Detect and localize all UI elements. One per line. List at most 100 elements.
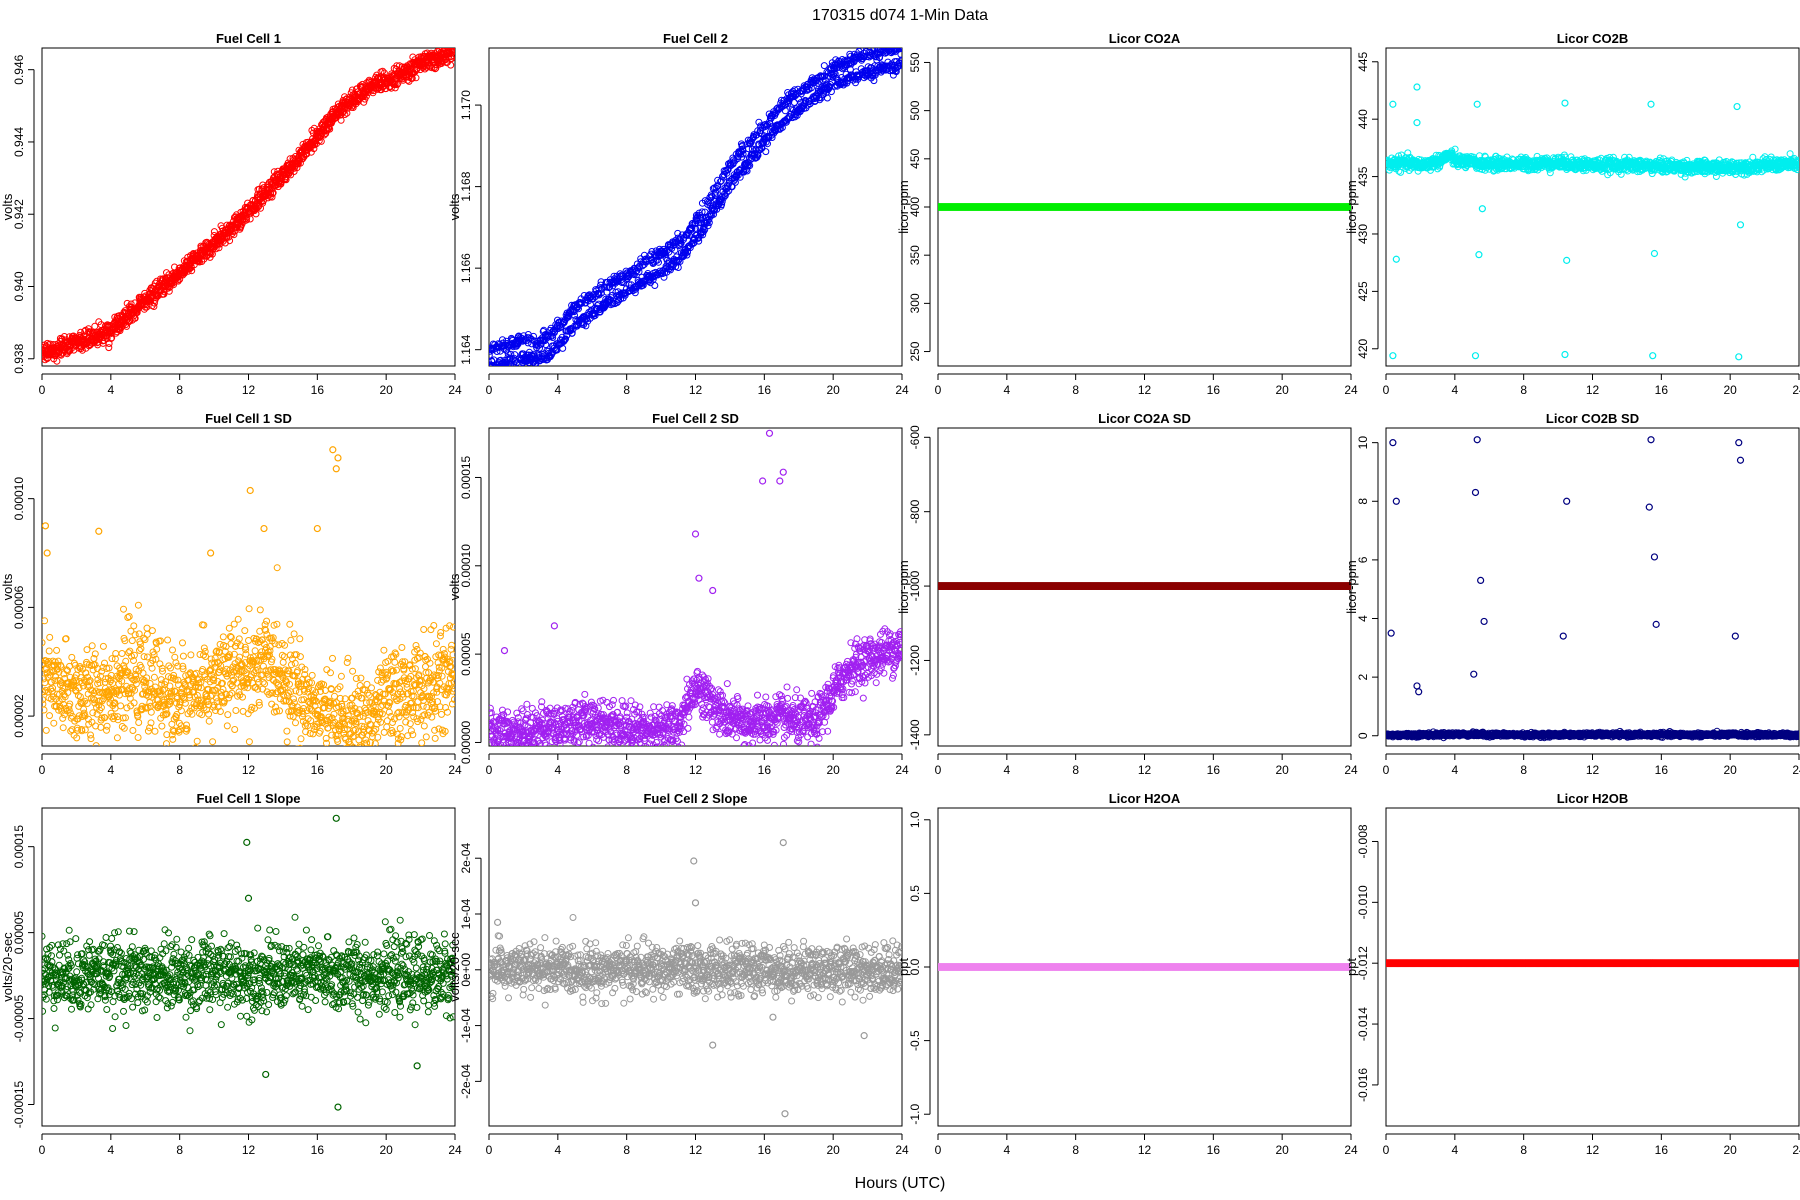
data-point bbox=[723, 188, 731, 196]
data-point bbox=[91, 322, 99, 330]
x-tick-label: 4 bbox=[554, 383, 561, 397]
data-point bbox=[870, 48, 878, 53]
panel-title: Fuel Cell 2 bbox=[663, 31, 728, 46]
y-tick-label: 450 bbox=[908, 148, 922, 168]
data-point bbox=[589, 295, 597, 303]
data-point bbox=[67, 727, 75, 735]
data-point bbox=[721, 192, 729, 200]
y-tick-label: 250 bbox=[908, 341, 922, 361]
data-point bbox=[636, 262, 644, 270]
data-point bbox=[127, 300, 135, 308]
data-point bbox=[771, 110, 779, 118]
points-group bbox=[489, 37, 902, 373]
data-point bbox=[533, 344, 541, 352]
outlier-point bbox=[1475, 251, 1483, 259]
x-tick-label: 16 bbox=[1655, 383, 1669, 397]
data-point bbox=[498, 367, 504, 373]
data-point bbox=[700, 228, 707, 236]
data-point bbox=[676, 241, 684, 249]
outlier-point bbox=[1561, 350, 1569, 359]
data-point bbox=[717, 177, 725, 185]
panel-title: Licor CO2B bbox=[1557, 31, 1629, 46]
data-point bbox=[857, 48, 865, 53]
panel-title: Licor CO2A bbox=[1109, 31, 1181, 46]
data-point bbox=[677, 239, 685, 247]
plot-frame bbox=[1385, 47, 1800, 367]
data-point bbox=[568, 329, 576, 337]
x-tick-label: 12 bbox=[1586, 383, 1600, 397]
data-point bbox=[829, 73, 837, 81]
plot-frame bbox=[41, 47, 456, 367]
data-point bbox=[125, 318, 133, 326]
y-tick-label: 435 bbox=[1356, 166, 1370, 186]
x-tick-label: 20 bbox=[1275, 383, 1289, 397]
y-tick-label: 0.946 bbox=[12, 54, 26, 84]
data-point bbox=[450, 48, 455, 54]
figure-title: 170315 d074 1-Min Data bbox=[812, 7, 988, 24]
data-point bbox=[571, 311, 578, 319]
points-group bbox=[938, 203, 1351, 211]
data-point bbox=[698, 208, 706, 216]
x-tick-label: 8 bbox=[176, 383, 183, 397]
data-point bbox=[59, 714, 67, 722]
x-tick-label: 24 bbox=[448, 383, 462, 397]
data-point bbox=[123, 322, 131, 330]
data-point bbox=[447, 61, 455, 69]
x-tick-label: 12 bbox=[242, 383, 256, 397]
data-point bbox=[639, 281, 647, 289]
data-point bbox=[735, 166, 743, 174]
y-tick-label: 0.940 bbox=[12, 271, 26, 301]
data-point bbox=[499, 336, 506, 344]
x-tick-label: 20 bbox=[379, 383, 393, 397]
y-tick-label: 1.164 bbox=[459, 334, 473, 364]
y-tick-label: 1.168 bbox=[459, 171, 473, 201]
outlier-point bbox=[1471, 352, 1480, 360]
panel-4: Licor CO2Blicor-ppm048121620244204254304… bbox=[1344, 31, 1800, 397]
data-point bbox=[493, 365, 498, 366]
data-point bbox=[160, 290, 168, 298]
data-point bbox=[762, 148, 770, 156]
outlier-point bbox=[1561, 99, 1569, 107]
data-point bbox=[890, 48, 898, 55]
outlier-point bbox=[1478, 205, 1486, 213]
figure-x-axis-label: Hours (UTC) bbox=[855, 1175, 946, 1192]
data-point bbox=[718, 201, 726, 209]
data-point bbox=[744, 162, 752, 170]
outlier-point bbox=[1389, 352, 1397, 360]
y-axis-label: volts bbox=[447, 193, 462, 220]
data-point bbox=[683, 231, 691, 239]
data-point bbox=[341, 111, 349, 118]
data-point bbox=[362, 92, 370, 100]
data-point bbox=[880, 37, 886, 43]
data-point bbox=[495, 365, 501, 366]
data-point bbox=[860, 52, 868, 60]
x-tick-label: 4 bbox=[1003, 383, 1010, 397]
data-point bbox=[559, 344, 567, 352]
data-point bbox=[188, 267, 196, 275]
data-point bbox=[343, 109, 351, 117]
y-tick-label: 0.944 bbox=[12, 127, 26, 157]
data-point bbox=[1347, 203, 1351, 211]
data-point bbox=[820, 62, 828, 70]
data-point bbox=[412, 74, 420, 82]
data-point bbox=[710, 210, 718, 218]
y-axis-label: licor-ppm bbox=[896, 180, 911, 233]
data-point bbox=[696, 211, 704, 219]
y-tick-label: 550 bbox=[908, 52, 922, 72]
data-point bbox=[827, 88, 835, 96]
x-tick-label: 16 bbox=[311, 763, 325, 777]
outlier-point bbox=[1650, 249, 1659, 258]
data-point bbox=[898, 57, 902, 65]
data-point bbox=[704, 222, 712, 230]
data-point bbox=[530, 332, 537, 340]
data-point bbox=[170, 281, 178, 289]
data-point bbox=[1451, 145, 1459, 153]
data-point bbox=[243, 216, 250, 224]
data-point bbox=[705, 219, 713, 227]
data-point bbox=[712, 188, 720, 196]
data-point bbox=[692, 224, 699, 232]
data-point bbox=[393, 81, 401, 89]
x-tick-label: 8 bbox=[623, 383, 630, 397]
data-point bbox=[695, 237, 703, 245]
x-tick-label: 12 bbox=[1138, 383, 1152, 397]
